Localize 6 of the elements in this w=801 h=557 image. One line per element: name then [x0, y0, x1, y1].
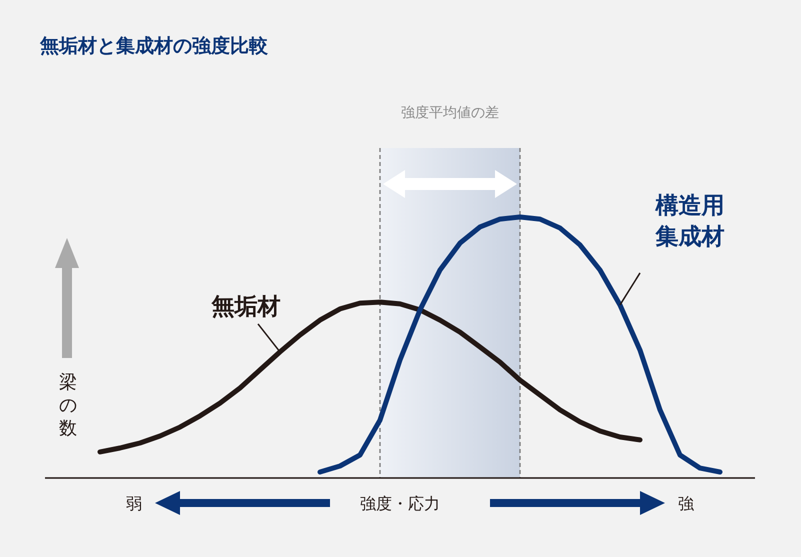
ylabel: 梁の数 — [59, 372, 77, 439]
xlabel: 強度・応力 — [360, 494, 440, 513]
annotation: 弱 — [126, 494, 142, 513]
annotation: 強度平均値の差 — [401, 105, 499, 121]
title: 無垢材と集成材の強度比較 — [40, 35, 268, 57]
annotation: 強 — [678, 494, 694, 513]
